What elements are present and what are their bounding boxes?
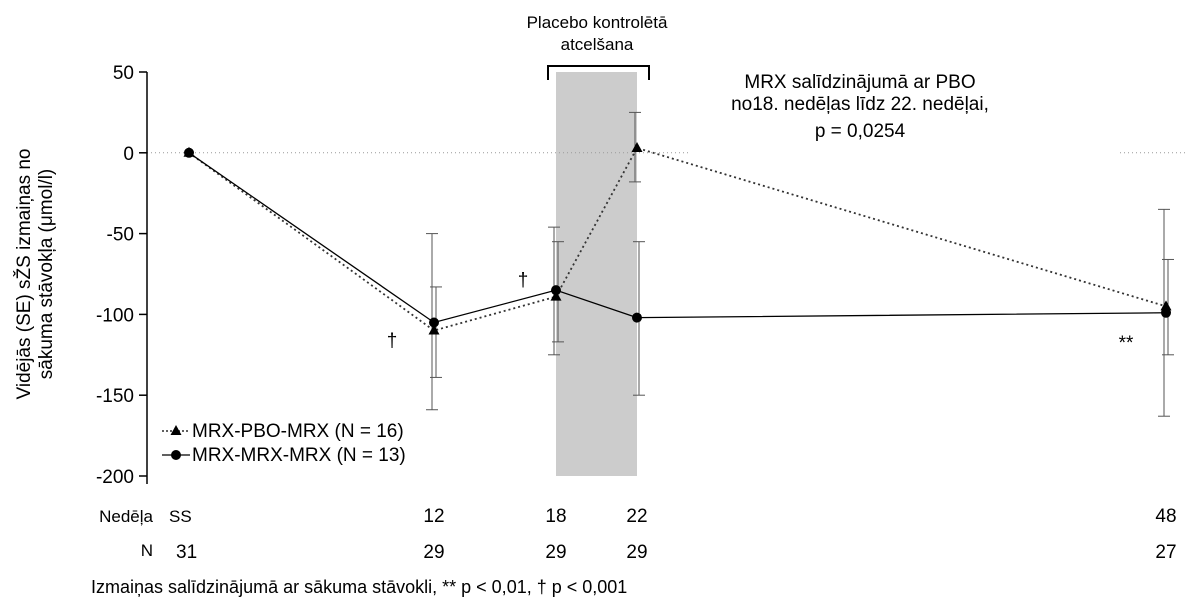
circle-point xyxy=(1161,307,1171,318)
week-label: 48 xyxy=(1155,506,1176,527)
series-line-mrx-pbo-mrx xyxy=(188,146,1167,332)
y-tick-label: 0 xyxy=(123,144,134,165)
legend-triangle-marker xyxy=(170,425,182,435)
circle-point xyxy=(551,285,561,296)
week-label: 22 xyxy=(626,506,647,527)
n-value-label: 29 xyxy=(545,542,566,563)
placebo-title-line2: atcelšana xyxy=(561,35,634,54)
significance-marker: † xyxy=(518,270,529,291)
n-value-label: 29 xyxy=(626,542,647,563)
footnote: Izmaiņas salīdzinājumā ar sākuma stāvokl… xyxy=(91,577,627,597)
significance-marker: ** xyxy=(1119,333,1134,354)
triangle-point xyxy=(1160,300,1172,311)
week-label: 18 xyxy=(545,506,566,527)
y-tick-label: -50 xyxy=(107,225,134,246)
circle-point xyxy=(429,317,439,328)
legend-circle-marker xyxy=(171,450,181,460)
y-tick-label: 50 xyxy=(113,63,134,84)
triangle-point xyxy=(631,141,643,152)
annotation-line: no18. nedēļas līdz 22. nedēļai, xyxy=(731,94,989,115)
n-value-label: 29 xyxy=(423,542,444,563)
n-value-label: 27 xyxy=(1155,542,1176,563)
y-tick-label: -100 xyxy=(96,305,134,326)
y-tick-label: -200 xyxy=(96,467,134,488)
annotation-line: MRX salīdzinājumā ar PBO xyxy=(744,72,975,93)
y-axis-label-line2: sākuma stāvokļa (μmol/l) xyxy=(36,169,57,380)
placebo-shaded-region xyxy=(556,72,637,476)
n-value-label: 31 xyxy=(176,542,197,563)
circle-point xyxy=(184,147,194,158)
annotation-line: p = 0,0254 xyxy=(815,121,906,142)
week-row-label: Nedēļa xyxy=(99,507,153,526)
legend-label-mrx-pbo-mrx: MRX-PBO-MRX (N = 16) xyxy=(192,421,404,442)
placebo-title-line1: Placebo kontrolētā xyxy=(527,13,668,32)
legend-label-mrx-mrx-mrx: MRX-MRX-MRX (N = 13) xyxy=(192,445,406,466)
week-label: SS xyxy=(169,507,192,526)
y-axis-label-line1: Vidējās (SE) sŽS izmaiņas no xyxy=(13,149,35,400)
significance-marker: † xyxy=(387,331,398,352)
triangle-point xyxy=(550,290,562,301)
series-line-mrx-mrx-mrx xyxy=(188,152,1167,324)
circle-point xyxy=(632,312,642,323)
n-row-label: N xyxy=(141,541,153,560)
triangle-point xyxy=(428,324,440,335)
y-tick-label: -150 xyxy=(96,386,134,407)
placebo-bracket xyxy=(547,65,650,80)
week-label: 12 xyxy=(423,506,444,527)
